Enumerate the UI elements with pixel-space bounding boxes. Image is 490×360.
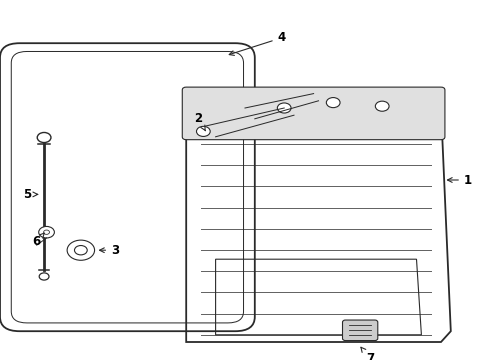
Circle shape — [196, 126, 210, 136]
Text: 6: 6 — [33, 233, 44, 248]
Text: 4: 4 — [229, 31, 286, 55]
Circle shape — [67, 240, 95, 260]
Text: 1: 1 — [447, 174, 472, 186]
Circle shape — [375, 101, 389, 111]
Circle shape — [37, 132, 51, 143]
Circle shape — [326, 98, 340, 108]
Text: 2: 2 — [195, 112, 205, 131]
Circle shape — [277, 103, 291, 113]
FancyBboxPatch shape — [182, 87, 445, 140]
Circle shape — [39, 226, 54, 238]
Text: 5: 5 — [23, 188, 38, 201]
Circle shape — [39, 273, 49, 280]
Circle shape — [44, 230, 49, 234]
Text: 3: 3 — [99, 244, 119, 257]
FancyBboxPatch shape — [343, 320, 378, 341]
Text: 7: 7 — [361, 347, 374, 360]
Circle shape — [74, 246, 87, 255]
